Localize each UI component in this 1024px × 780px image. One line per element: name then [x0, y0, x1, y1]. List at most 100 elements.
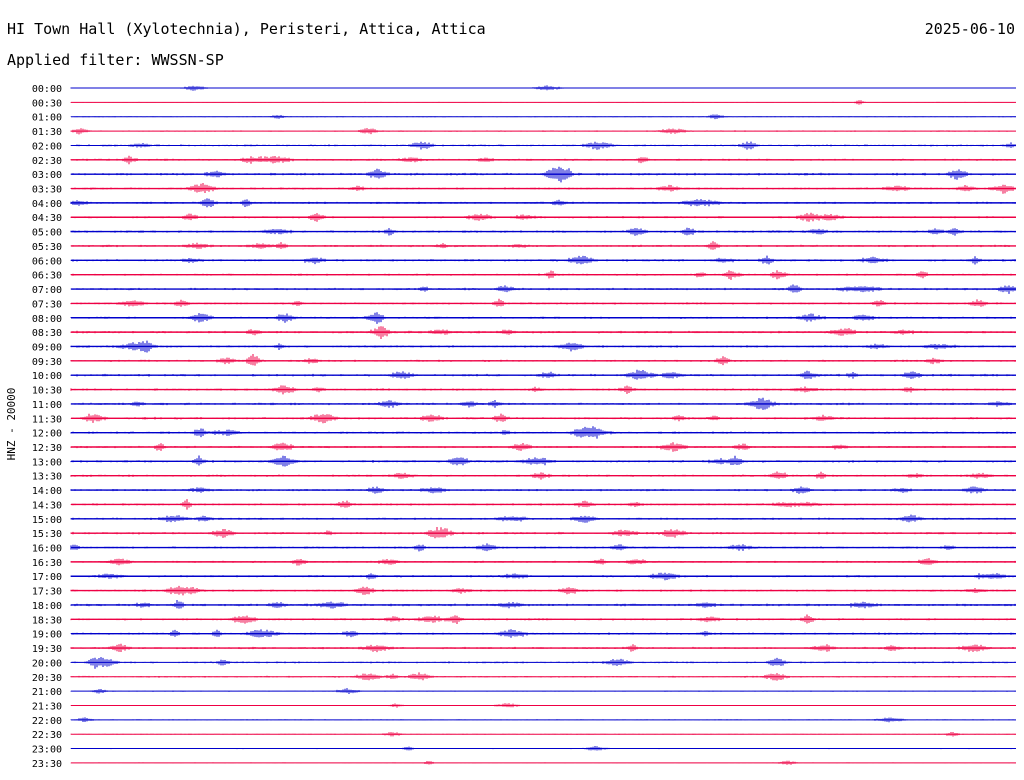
row-time-label: 21:30 [32, 701, 62, 712]
trace-waveform [70, 413, 1016, 424]
row-time-label: 17:00 [32, 572, 62, 583]
row-time-label: 13:00 [32, 457, 62, 468]
date-label: 2025-06-10 [924, 20, 1015, 38]
trace-waveform [70, 672, 1016, 681]
trace-waveform [70, 688, 1016, 694]
trace-waveform [70, 354, 1016, 366]
trace-waveform [70, 312, 1016, 324]
trace-waveform [70, 155, 1016, 165]
row-time-label: 02:00 [32, 141, 62, 152]
row-time-label: 21:00 [32, 687, 62, 698]
row-time-label: 01:30 [32, 127, 62, 138]
row-time-label: 16:00 [32, 544, 62, 555]
row-time-label: 14:30 [32, 500, 62, 511]
row-time-label: 05:00 [32, 228, 62, 239]
trace-waveform [70, 746, 1016, 751]
trace-waveform [70, 369, 1016, 380]
row-time-label: 23:30 [32, 759, 62, 770]
y-axis-label: HNZ - 20000 [5, 388, 18, 461]
trace-waveform [70, 732, 1016, 737]
row-time-label: 19:00 [32, 630, 62, 641]
trace-waveform [70, 198, 1016, 208]
row-time-label: 12:30 [32, 443, 62, 454]
row-time-label: 03:00 [32, 170, 62, 181]
row-time-label: 06:00 [32, 256, 62, 267]
filter-value: WWSSN-SP [151, 51, 224, 69]
trace-waveform [70, 614, 1016, 624]
trace-waveform [70, 442, 1016, 452]
trace-waveform [70, 643, 1016, 653]
trace-waveform [70, 527, 1016, 539]
row-time-label: 08:30 [32, 328, 62, 339]
row-time-label: 10:30 [32, 386, 62, 397]
trace-waveform [70, 212, 1016, 222]
trace-waveform [70, 572, 1016, 581]
trace-waveform [70, 585, 1016, 596]
row-time-label: 02:30 [32, 156, 62, 167]
row-time-label: 01:00 [32, 113, 62, 124]
filter-label: Applied filter: [7, 51, 143, 69]
trace-waveform [70, 397, 1016, 410]
trace-waveform [70, 255, 1016, 265]
row-time-label: 22:30 [32, 730, 62, 741]
row-time-label: 11:30 [32, 414, 62, 425]
row-time-label: 04:00 [32, 199, 62, 210]
trace-waveform [70, 600, 1016, 609]
row-time-label: 18:00 [32, 601, 62, 612]
row-time-label: 20:30 [32, 673, 62, 684]
row-time-label: 06:30 [32, 271, 62, 282]
trace-waveform [70, 760, 1016, 765]
row-time-label: 00:00 [32, 84, 62, 95]
row-time-label: 14:00 [32, 486, 62, 497]
trace-waveform [70, 543, 1016, 552]
row-time-label: 00:30 [32, 98, 62, 109]
trace-waveform [70, 183, 1016, 194]
trace-waveform [70, 455, 1016, 467]
row-time-label: 08:00 [32, 314, 62, 325]
trace-waveform [70, 298, 1016, 307]
trace-waveform [70, 326, 1016, 339]
trace-waveform [70, 514, 1016, 523]
trace-waveform [70, 114, 1016, 120]
row-time-label: 18:30 [32, 615, 62, 626]
row-time-label: 07:30 [32, 299, 62, 310]
trace-waveform [70, 241, 1016, 250]
row-time-label: 19:30 [32, 644, 62, 655]
row-time-label: 09:00 [32, 342, 62, 353]
row-time-label: 15:00 [32, 515, 62, 526]
trace-waveform [70, 471, 1016, 480]
row-time-label: 17:30 [32, 587, 62, 598]
trace-waveform [70, 227, 1016, 236]
row-time-label: 12:00 [32, 429, 62, 440]
row-time-label: 03:30 [32, 185, 62, 196]
row-time-label: 10:00 [32, 371, 62, 382]
trace-waveform [70, 385, 1016, 395]
trace-waveform [70, 270, 1016, 280]
row-time-label: 13:30 [32, 472, 62, 483]
trace-waveform [70, 486, 1016, 494]
row-time-label: 11:00 [32, 400, 62, 411]
trace-waveform [70, 499, 1016, 510]
trace-waveform [70, 558, 1016, 566]
row-time-label: 22:00 [32, 716, 62, 727]
trace-waveform [70, 703, 1016, 708]
trace-waveform [70, 284, 1016, 294]
trace-waveform [70, 629, 1016, 638]
trace-waveform [70, 128, 1016, 135]
row-time-label: 04:30 [32, 213, 62, 224]
trace-waveform [70, 85, 1016, 91]
trace-waveform [70, 717, 1016, 723]
filter-line: Applied filter: WWSSN-SP [7, 51, 224, 69]
trace-waveform [70, 100, 1016, 105]
row-time-label: 23:00 [32, 745, 62, 756]
row-time-label: 15:30 [32, 529, 62, 540]
row-time-label: 16:30 [32, 558, 62, 569]
station-title: HI Town Hall (Xylotechnia), Peristeri, A… [7, 20, 486, 38]
row-time-label: 09:30 [32, 357, 62, 368]
row-time-label: 07:00 [32, 285, 62, 296]
trace-waveform [70, 340, 1016, 353]
row-time-label: 20:00 [32, 658, 62, 669]
trace-waveform [70, 657, 1016, 669]
trace-waveform [70, 141, 1016, 150]
